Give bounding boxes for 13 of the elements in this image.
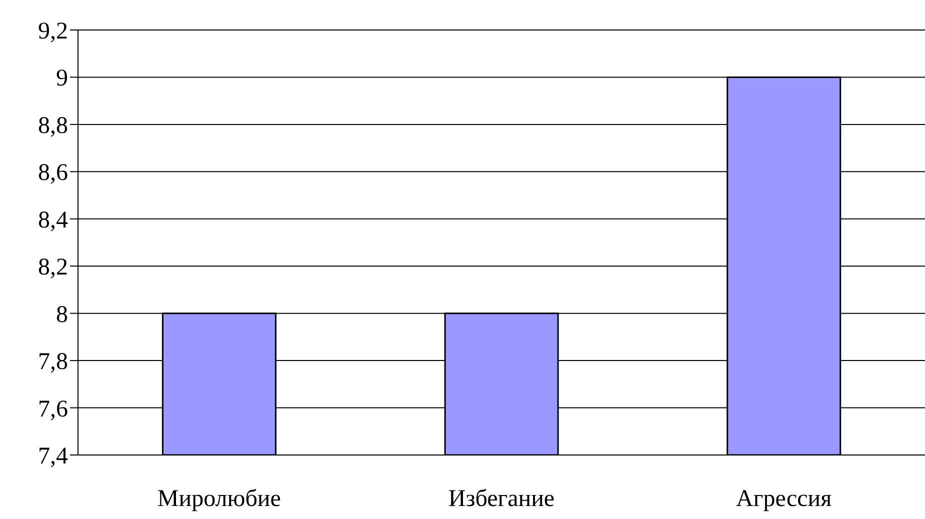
y-tick-label: 8,8 bbox=[38, 112, 68, 139]
x-tick-label: Избегание bbox=[448, 486, 555, 512]
y-tick-label: 8,6 bbox=[38, 160, 68, 186]
y-tick-label: 7,6 bbox=[38, 396, 68, 422]
x-tick-label: Агрессия bbox=[736, 486, 832, 512]
y-tick-label: 9 bbox=[56, 66, 68, 92]
y-tick-label: 8 bbox=[56, 302, 68, 328]
y-tick-label: 7,8 bbox=[38, 349, 68, 376]
y-tick-label: 8,2 bbox=[38, 254, 68, 281]
y-tick-label: 9,2 bbox=[38, 18, 68, 45]
y-tick-label: 7,4 bbox=[38, 444, 68, 470]
x-tick-label: Миролюбие bbox=[157, 486, 281, 512]
y-tick-label: 8,4 bbox=[38, 207, 68, 234]
